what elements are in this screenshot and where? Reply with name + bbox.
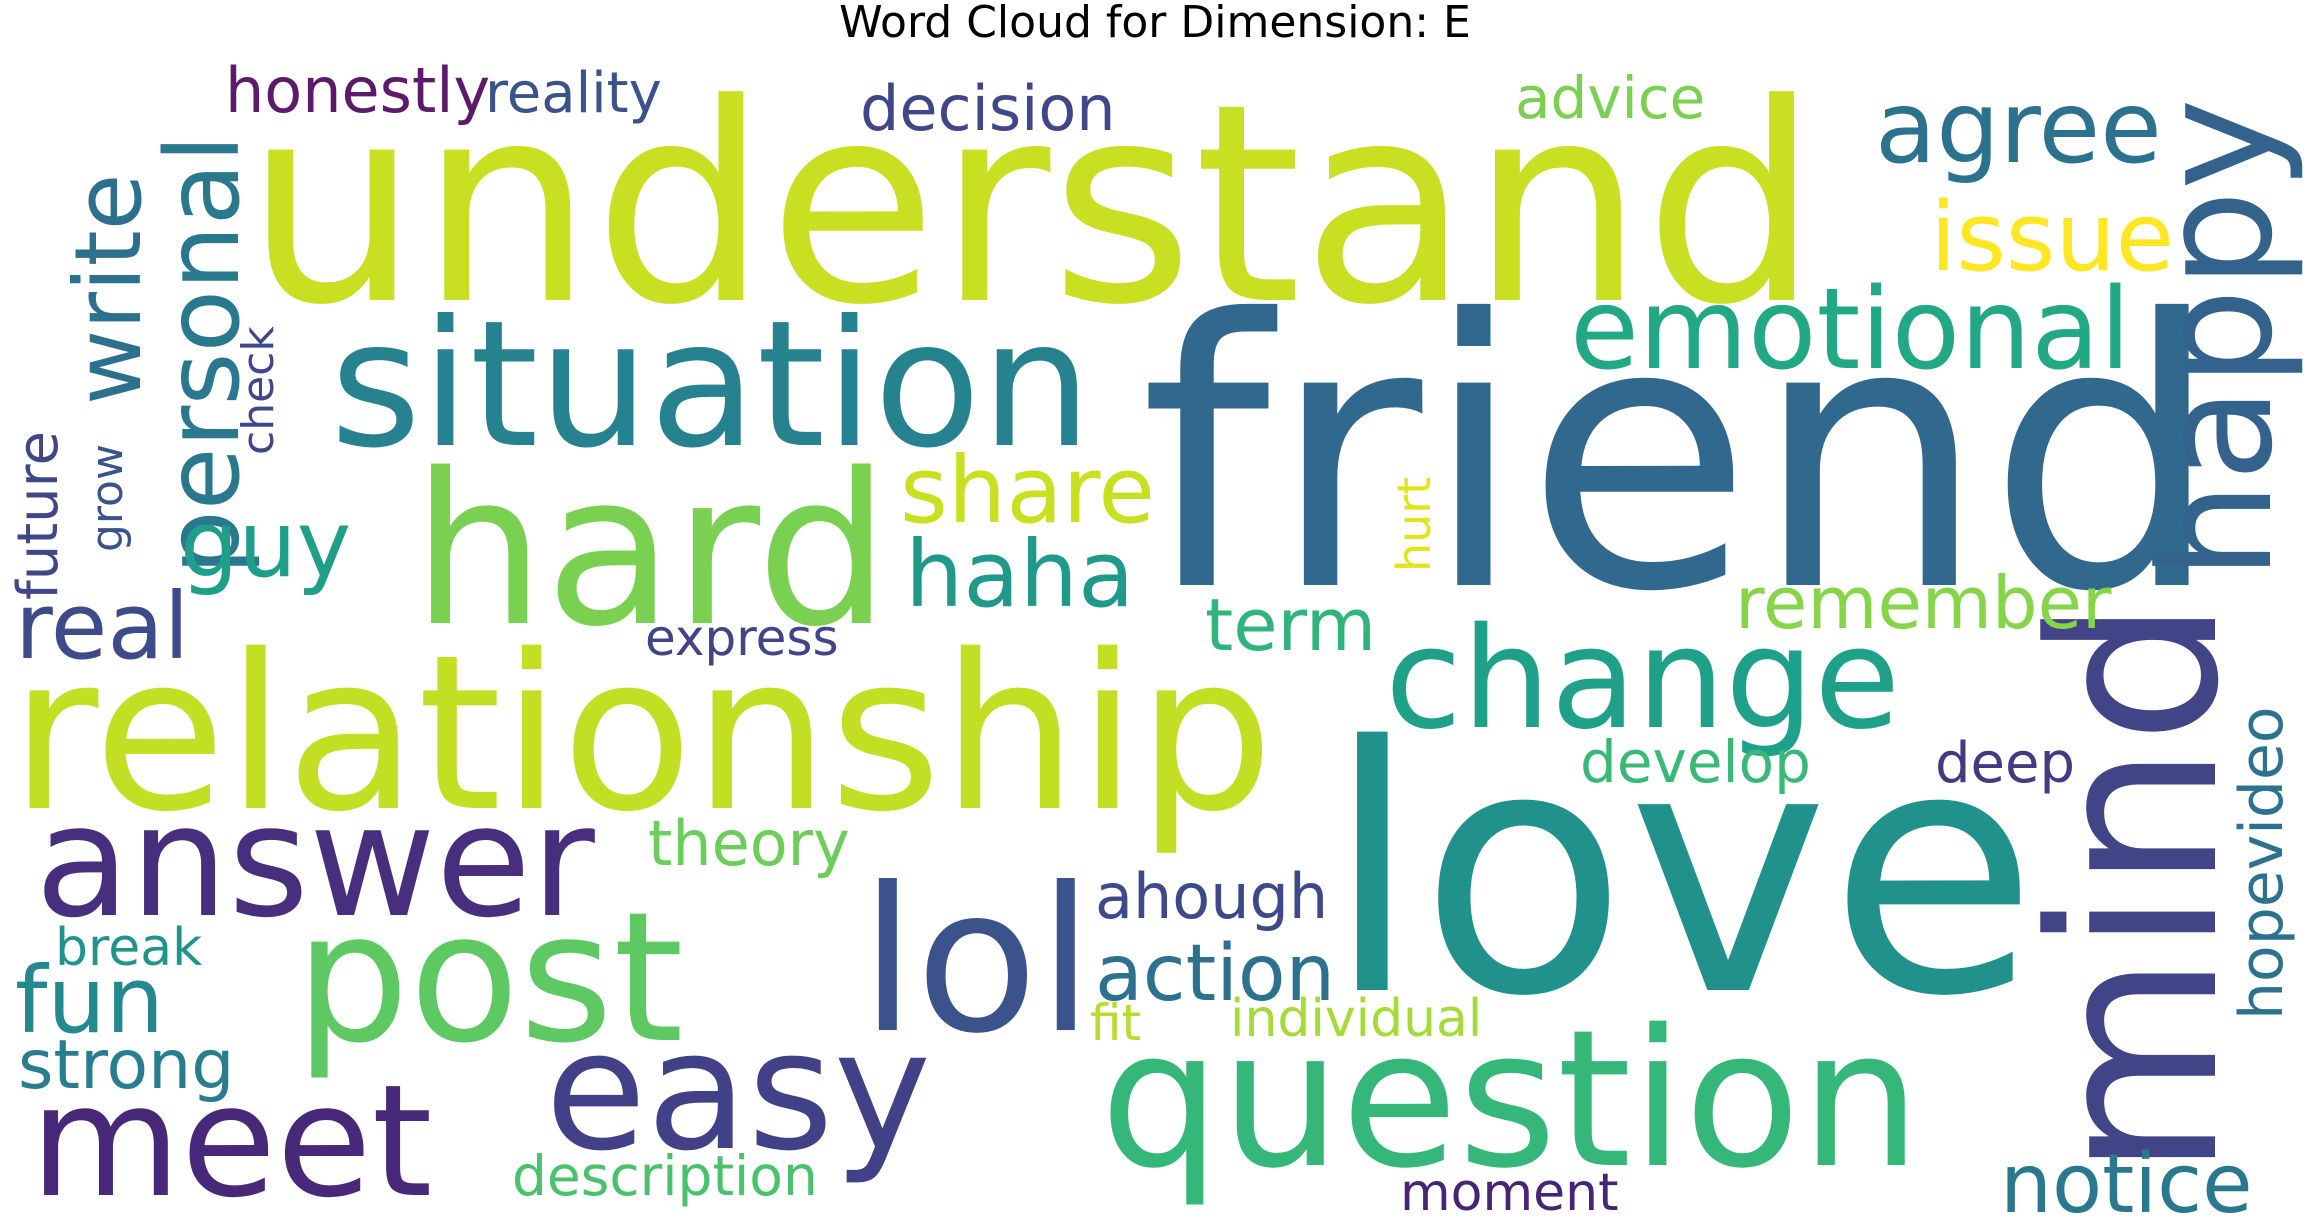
word-share: share [900, 437, 1155, 544]
word-post: post [295, 874, 684, 1083]
word-guy: guy [180, 491, 351, 598]
word-future: future [6, 431, 71, 600]
chart-title: Word Cloud for Dimension: E [839, 0, 1471, 48]
word-situation: situation [330, 284, 1092, 487]
word-develop: develop [1580, 728, 1811, 796]
word-advice: advice [1515, 64, 1705, 132]
word-term: term [1205, 583, 1376, 667]
word-reality: reality [485, 61, 662, 126]
word-remember: remember [1735, 561, 2112, 645]
word-happy: happy [2126, 98, 2307, 580]
word-hopevideo: hopevideo [2227, 706, 2297, 1020]
word-love: love [1325, 675, 2038, 1071]
word-emotional: emotional [1570, 265, 2131, 395]
word-individual: individual [1230, 989, 1482, 1049]
word-friend: friend [1140, 243, 2222, 673]
word-decision: decision [860, 72, 1116, 145]
word-issue: issue [1930, 183, 2174, 293]
word-deep: deep [1935, 731, 2075, 796]
word-express: express [645, 609, 839, 667]
word-fit: fit [1090, 994, 1141, 1052]
word-moment: moment [1400, 1163, 1618, 1218]
word-theory: theory [648, 807, 850, 880]
word-personal: personal [144, 135, 263, 575]
word-grow: grow [82, 444, 133, 552]
word-meet: meet [30, 1051, 433, 1218]
word-question: question [1100, 989, 1921, 1210]
word-check: check [233, 326, 284, 455]
word-fun: fun [15, 947, 164, 1054]
word-haha: haha [905, 521, 1134, 628]
word-mind: mind [2003, 598, 2270, 1178]
word-lol: lol [860, 845, 1094, 1078]
word-agree: agree [1875, 69, 2162, 186]
word-action: action [1095, 929, 1335, 1019]
word-hard: hard [412, 428, 890, 673]
word-notice: notice [2000, 1137, 2253, 1218]
word-description: description [512, 1144, 818, 1208]
word-easy: easy [545, 995, 931, 1187]
word-strong: strong [18, 1026, 234, 1105]
word-answer: answer [35, 771, 595, 952]
word-honestly: honestly [225, 54, 490, 127]
word-break: break [55, 918, 202, 978]
word-relationship: relationship [10, 608, 1274, 859]
word-hurt: hurt [1387, 477, 1441, 572]
word-write: write [55, 174, 162, 405]
word-understand: understand [245, 45, 1819, 365]
word-real: real [15, 573, 189, 680]
word-change: change [1385, 598, 1900, 761]
word-ahough: ahough [1095, 860, 1328, 933]
